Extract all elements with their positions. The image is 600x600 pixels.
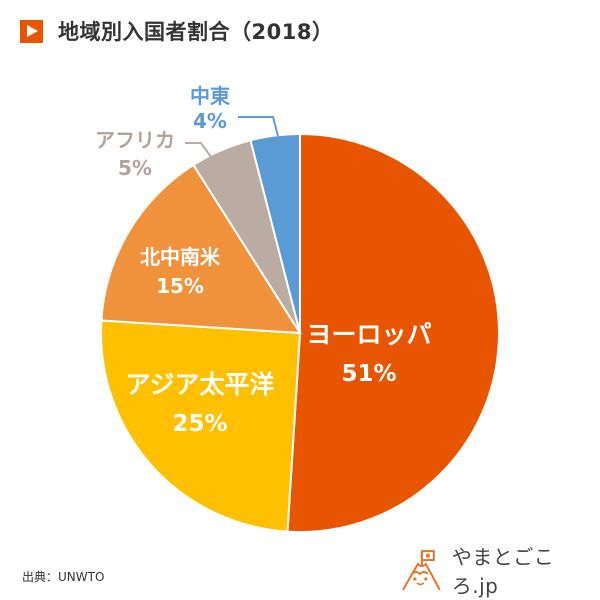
pie-slice-europe [286,132,501,533]
slice-label-americas: 北中南米 [140,245,221,269]
pie-slices [100,132,501,533]
brand-logo: やまとごころ.jp [400,545,600,598]
leader-line-middle-east [238,116,279,137]
chart-title-bar: 地域別入国者割合（2018） [20,17,333,45]
slice-value-americas: 15% [156,274,204,298]
leader-line-africa [185,142,212,158]
brand-name: やまとごころ.jp [451,545,555,598]
pie-slice-americas [100,163,302,335]
slice-value-middle-east: 4% [193,109,227,133]
slice-value-asia: 25% [172,411,227,437]
slice-label-middle-east: 中東 [190,84,230,108]
slice-value-europe: 51% [341,361,396,387]
pie-slice-asia [100,319,302,533]
source-note: 出典：UNWTO [22,570,105,584]
slice-label-asia: アジア太平洋 [125,370,274,399]
slice-labels: ヨーロッパ 51% アジア太平洋 25% 北中南米 15% アフリカ 5% 中東… [95,84,432,437]
slice-value-africa: 5% [118,156,152,180]
slice-label-europe: ヨーロッパ [306,320,431,349]
mountain-mascot-icon [402,550,441,591]
chart-title: 地域別入国者割合（2018） [58,20,334,44]
leader-lines [185,116,279,158]
play-triangle-icon [20,19,43,43]
pie-slice-middle-east [249,132,301,334]
slice-label-africa: アフリカ [95,128,175,152]
